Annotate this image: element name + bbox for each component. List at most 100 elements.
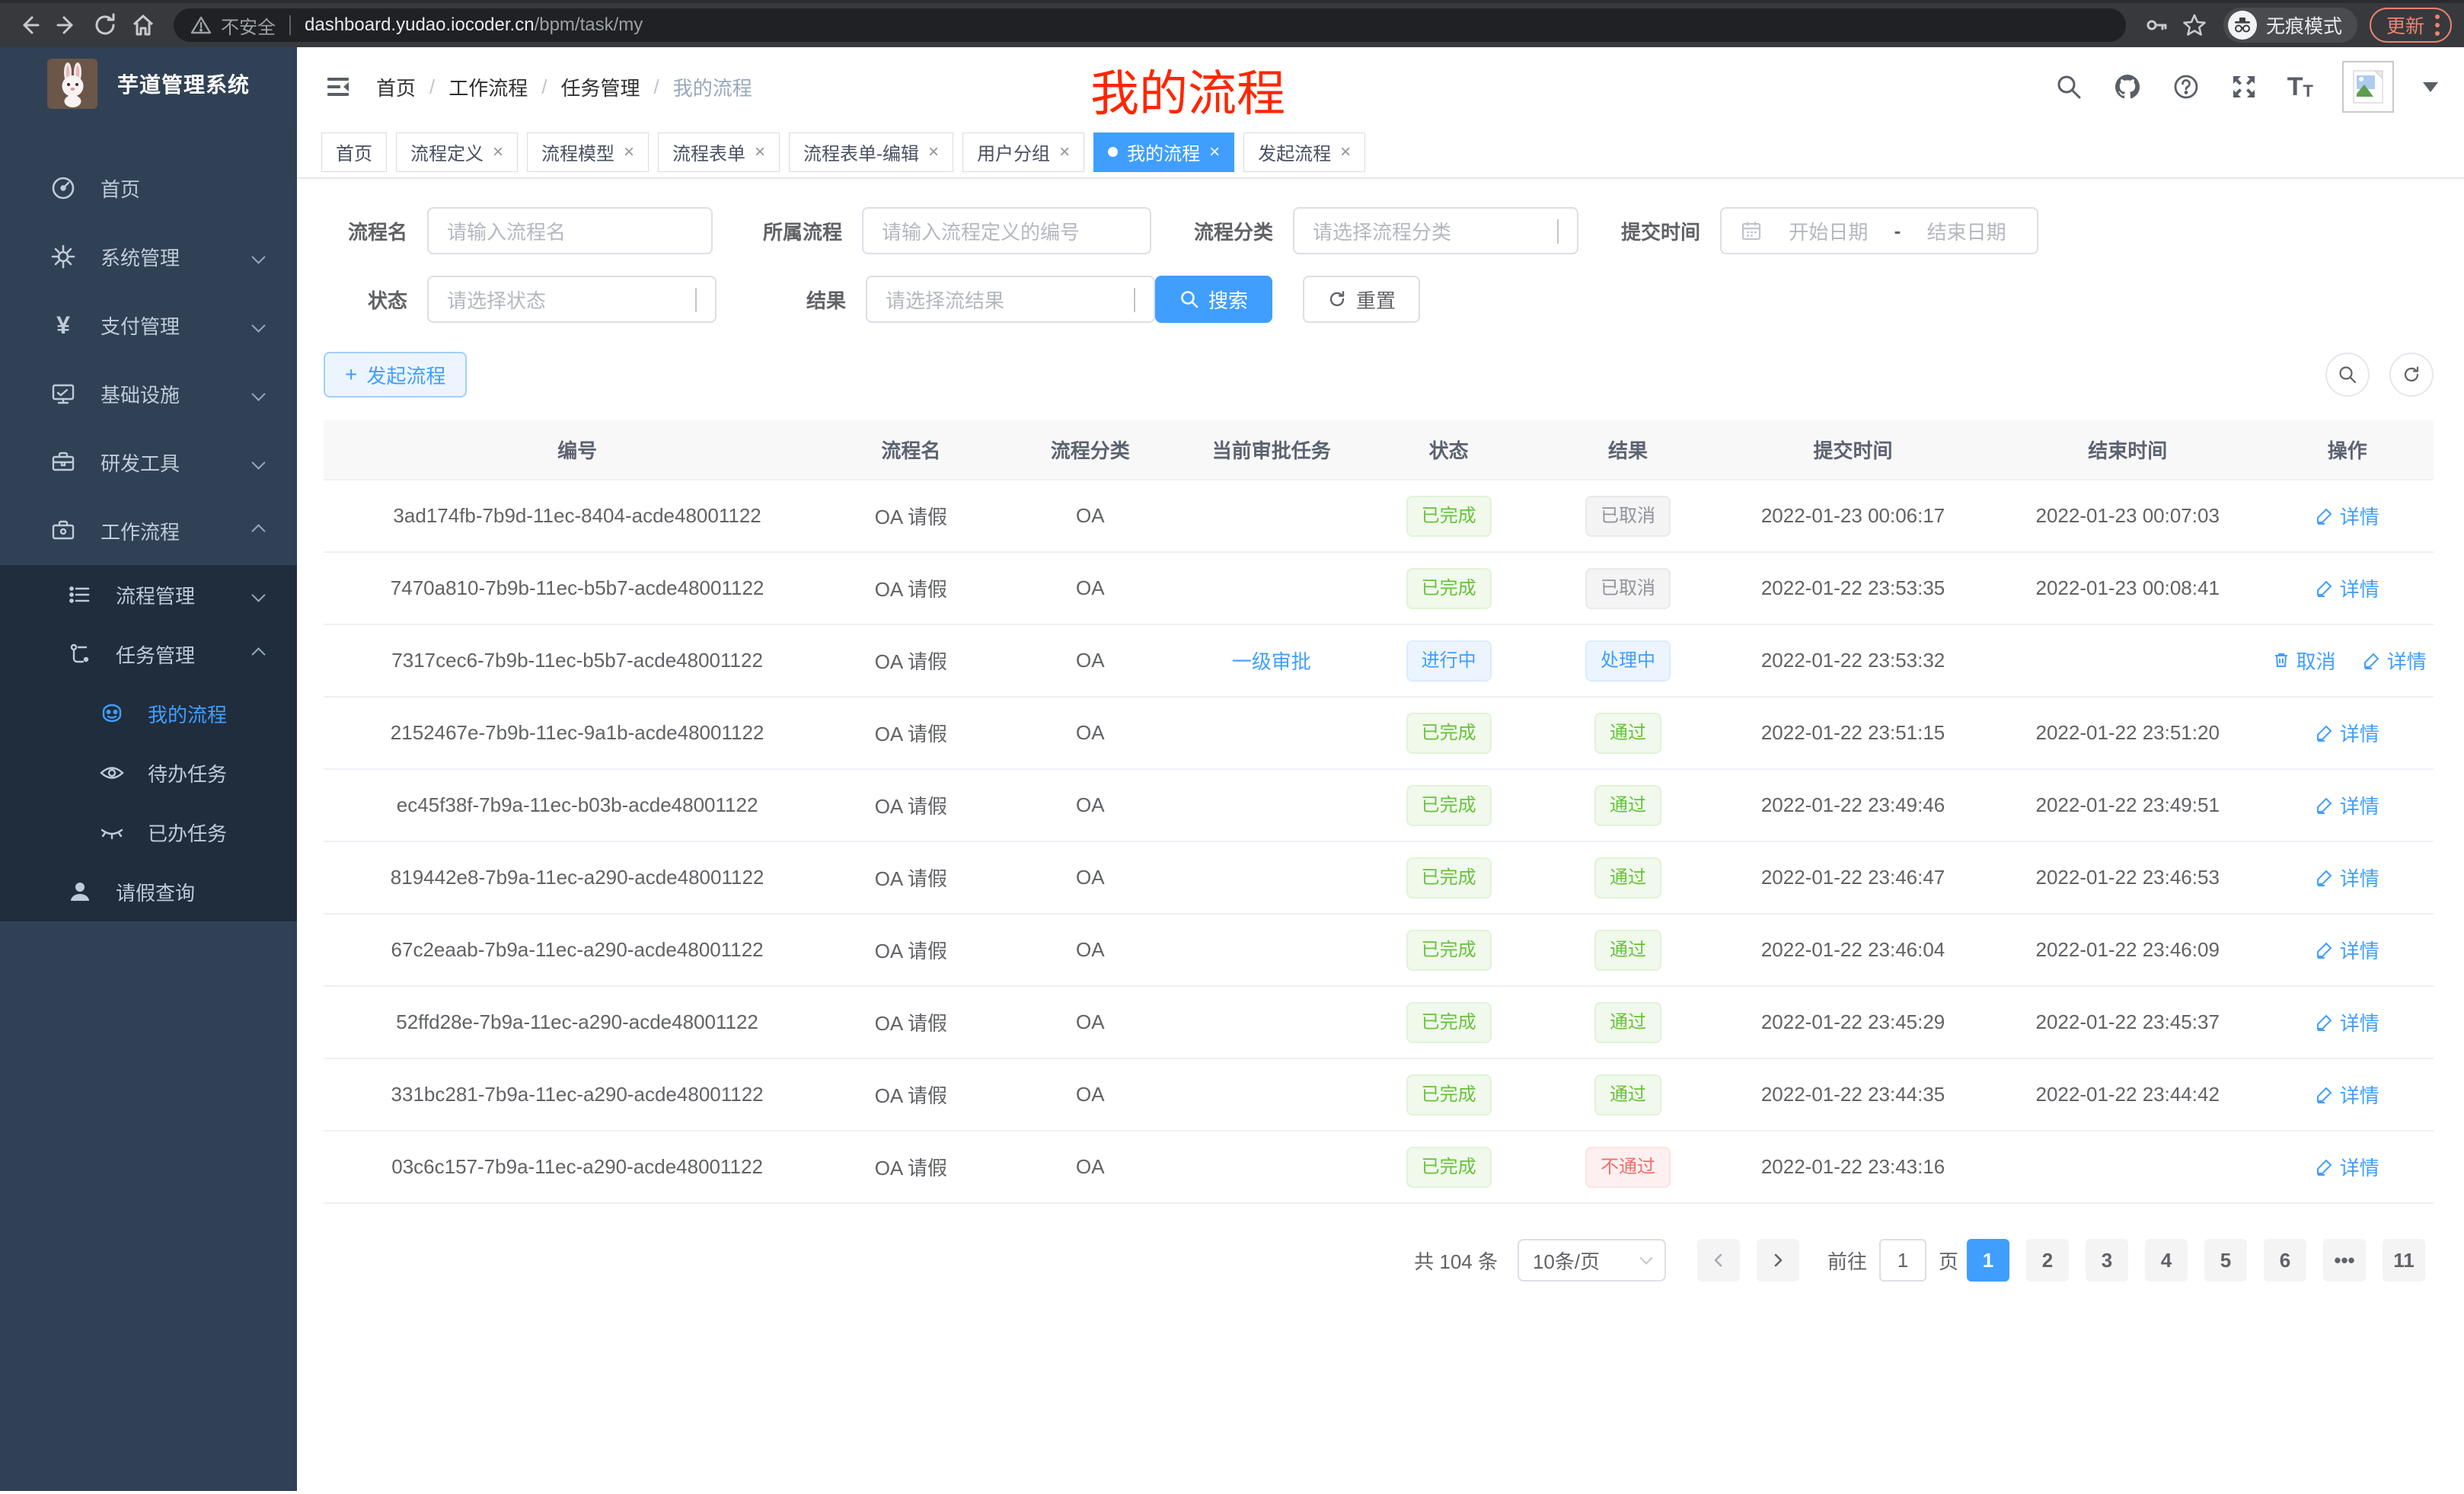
avatar-caret-icon[interactable] — [2423, 81, 2438, 92]
address-bar[interactable]: 不安全 dashboard.yudao.iocoder.cn/bpm/task/… — [174, 8, 2126, 42]
tab-close-icon[interactable]: × — [624, 141, 635, 162]
sidebar-item-pay[interactable]: ¥ 支付管理 — [0, 291, 297, 359]
page-size-select[interactable]: 10条/页 — [1517, 1239, 1666, 1282]
sidebar-item-system[interactable]: 系统管理 — [0, 222, 297, 291]
tab[interactable]: 首页 — [321, 132, 387, 172]
status-select[interactable]: 请选择状态 — [427, 276, 717, 323]
app-logo-row[interactable]: 芋道管理系统 — [0, 47, 297, 120]
submit-time-range-picker[interactable]: 开始日期 - 结束日期 — [1720, 207, 2038, 254]
table-row[interactable]: 03c6c157-7b9a-11ec-a290-acde48001122 OA … — [324, 1131, 2434, 1204]
tab[interactable]: 流程表单 × — [658, 132, 780, 172]
next-page-button[interactable] — [1756, 1239, 1799, 1282]
detail-action-label[interactable]: 详情 — [2339, 1011, 2379, 1035]
breadcrumb-label[interactable]: 任务管理 — [560, 76, 640, 100]
breadcrumb-item[interactable]: 首页 / — [376, 73, 448, 101]
row-current-task-link[interactable] — [1189, 479, 1354, 553]
process-def-input[interactable]: 请输入流程定义的编号 — [862, 207, 1151, 254]
tab-label[interactable]: 流程表单-编辑 — [803, 144, 920, 164]
tab-label[interactable]: 流程表单 — [672, 144, 746, 164]
page-button[interactable]: 5 — [2204, 1239, 2247, 1282]
search-icon[interactable] — [2054, 72, 2083, 101]
browser-reload-icon[interactable] — [88, 8, 122, 42]
detail-action-label[interactable]: 详情 — [2339, 577, 2379, 601]
sidebar-item-task-mgmt[interactable]: 任务管理 — [0, 624, 297, 684]
sidebar-item-dev[interactable]: 研发工具 — [0, 428, 297, 496]
page-button[interactable]: ••• — [2323, 1239, 2366, 1282]
refresh-table-button[interactable] — [2389, 353, 2434, 397]
row-current-task-link[interactable] — [1189, 697, 1354, 770]
page-button[interactable]: 4 — [2145, 1239, 2188, 1282]
detail-action-label[interactable]: 详情 — [2339, 1084, 2379, 1107]
sidebar-item-my-process[interactable]: 我的流程 — [0, 684, 297, 743]
tab[interactable]: 我的流程 × — [1093, 132, 1235, 172]
tab-label[interactable]: 用户分组 — [977, 144, 1051, 164]
sidebar-item-done-tasks[interactable]: 已办任务 — [0, 803, 297, 862]
tab[interactable]: 流程表单-编辑 × — [789, 132, 954, 172]
row-current-task-link[interactable] — [1189, 1131, 1354, 1204]
detail-action-label[interactable]: 详情 — [2339, 722, 2379, 745]
tab[interactable]: 用户分组 × — [962, 132, 1085, 172]
detail-action-label[interactable]: 详情 — [2386, 650, 2427, 673]
detail-action-label[interactable]: 详情 — [2339, 794, 2379, 818]
tab-close-icon[interactable]: × — [1059, 141, 1071, 162]
table-row[interactable]: ec45f38f-7b9a-11ec-b03b-acde48001122 OA … — [324, 769, 2434, 842]
detail-action[interactable]: 详情 — [2316, 1008, 2379, 1036]
detail-action[interactable]: 详情 — [2316, 1153, 2379, 1181]
detail-action[interactable]: 详情 — [2316, 1081, 2379, 1109]
detail-action-label[interactable]: 详情 — [2339, 939, 2379, 962]
table-row[interactable]: 819442e8-7b9a-11ec-a290-acde48001122 OA … — [324, 841, 2434, 915]
browser-back-icon[interactable] — [12, 8, 46, 42]
detail-action-label[interactable]: 详情 — [2339, 867, 2379, 890]
row-current-task-link[interactable] — [1189, 914, 1354, 987]
prev-page-button[interactable] — [1696, 1239, 1740, 1282]
tab-label[interactable]: 发起流程 — [1258, 144, 1332, 164]
help-icon[interactable] — [2172, 72, 2201, 101]
detail-action[interactable]: 详情 — [2363, 646, 2427, 675]
tab-label[interactable]: 流程模型 — [541, 144, 615, 164]
row-current-task-link[interactable]: 一级审批 — [1189, 624, 1354, 698]
detail-action[interactable]: 详情 — [2316, 502, 2379, 530]
table-row[interactable]: 7470a810-7b9b-11ec-b5b7-acde48001122 OA … — [324, 552, 2434, 625]
table-row[interactable]: 67c2eaab-7b9a-11ec-a290-acde48001122 OA … — [324, 914, 2434, 987]
detail-action[interactable]: 详情 — [2316, 864, 2379, 892]
sidebar-item-leave-query[interactable]: 请假查询 — [0, 862, 297, 921]
tab[interactable]: 流程模型 × — [527, 132, 650, 172]
security-warning-icon[interactable] — [190, 14, 212, 36]
page-button[interactable]: 6 — [2264, 1239, 2306, 1282]
tab-close-icon[interactable]: × — [1209, 141, 1221, 162]
category-select[interactable]: 请选择流程分类 — [1293, 207, 1578, 254]
row-current-task-link[interactable] — [1189, 1058, 1354, 1132]
browser-update-button[interactable]: 更新 — [2369, 8, 2452, 43]
tab-label[interactable]: 流程定义 — [410, 144, 484, 164]
browser-home-icon[interactable] — [126, 8, 160, 42]
browser-menu-icon[interactable] — [2435, 14, 2440, 36]
sidebar-item-home[interactable]: 首页 — [0, 154, 297, 222]
row-current-task-link[interactable] — [1189, 552, 1354, 625]
tab-close-icon[interactable]: × — [1340, 141, 1352, 162]
start-process-button[interactable]: + 发起流程 — [324, 352, 468, 397]
detail-action[interactable]: 详情 — [2316, 719, 2379, 747]
goto-page-input[interactable]: 1 — [1878, 1239, 1926, 1282]
page-button[interactable]: 2 — [2026, 1239, 2069, 1282]
sidebar-item-process-mgmt[interactable]: 流程管理 — [0, 565, 297, 624]
breadcrumb-item[interactable]: 任务管理 / — [561, 73, 673, 101]
detail-action[interactable]: 详情 — [2316, 791, 2379, 819]
result-select[interactable]: 请选择流结果 — [866, 276, 1155, 323]
github-icon[interactable] — [2112, 72, 2143, 102]
cancel-action-label[interactable]: 取消 — [2296, 650, 2336, 673]
table-row[interactable]: 2152467e-7b9b-11ec-9a1b-acde48001122 OA … — [324, 697, 2434, 770]
sidebar-item-todo-tasks[interactable]: 待办任务 — [0, 743, 297, 803]
process-name-input[interactable]: 请输入流程名 — [427, 207, 713, 254]
tab-close-icon[interactable]: × — [928, 141, 940, 162]
breadcrumb-item[interactable]: 我的流程 — [673, 73, 752, 101]
tab[interactable]: 流程定义 × — [396, 132, 519, 172]
tab-label[interactable]: 我的流程 — [1127, 144, 1201, 164]
detail-action[interactable]: 详情 — [2316, 936, 2379, 964]
tab-close-icon[interactable]: × — [755, 141, 766, 162]
tab-label[interactable]: 首页 — [336, 144, 372, 164]
table-row[interactable]: 331bc281-7b9a-11ec-a290-acde48001122 OA … — [324, 1058, 2434, 1132]
table-row[interactable]: 7317cec6-7b9b-11ec-b5b7-acde48001122 OA … — [324, 624, 2434, 698]
reset-button[interactable]: 重置 — [1303, 276, 1421, 323]
tab-close-icon[interactable]: × — [493, 141, 504, 162]
